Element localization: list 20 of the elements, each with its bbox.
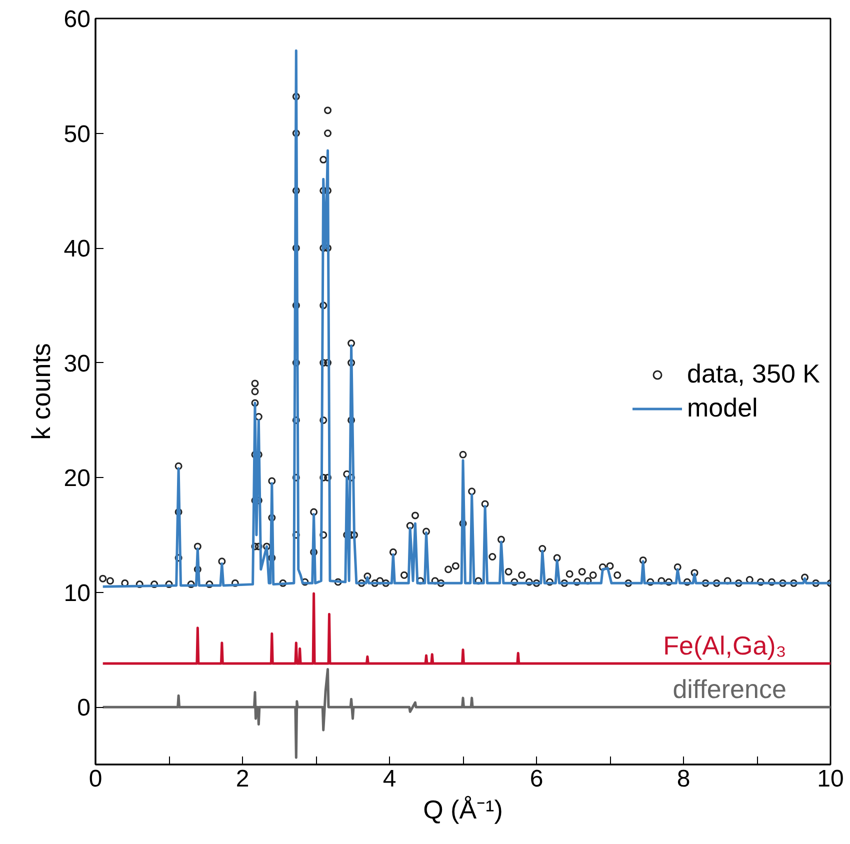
x-tick-label: 8 [676,766,690,792]
line-series [102,668,830,759]
series-label: difference [672,674,786,704]
y-tick-label: 20 [64,465,91,492]
x-axis-title: Q (Å⁻¹) [423,794,503,824]
y-tick-label: 10 [64,580,91,607]
y-axis-title: k counts [26,343,56,440]
x-tick-label: 6 [530,766,544,792]
y-tick-label: 30 [64,350,91,378]
legend-label: model [687,392,758,424]
x-tick-label: 2 [236,766,250,792]
x-tick-label: 4 [382,766,396,792]
y-tick-label: 0 [77,694,91,722]
y-tick-label: 40 [64,236,91,263]
legend-label: data, 350 K [687,358,820,390]
x-tick-label: 10 [817,766,844,792]
line-series [102,592,830,665]
y-tick-label: 60 [64,6,91,33]
series-label: Fe(Al,Ga)₃ [663,630,786,661]
y-tick-label: 50 [64,120,91,148]
